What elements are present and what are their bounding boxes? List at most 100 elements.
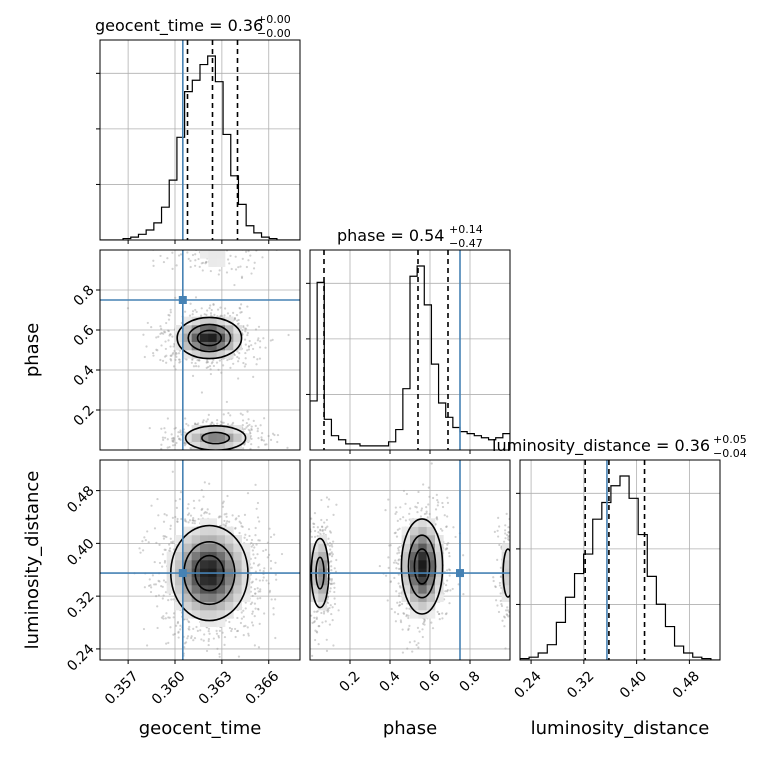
sample-point [315,616,318,619]
density-cell [216,535,226,544]
sample-point [239,311,242,314]
sample-point [507,539,510,542]
density-cell [191,341,201,351]
sample-point [316,535,319,538]
sample-point [165,514,168,517]
sample-point [173,632,176,636]
density-cell [191,535,201,544]
sample-point [266,541,269,544]
sample-point [251,549,254,552]
sample-point [321,621,324,624]
sample-point [313,616,316,619]
sample-point [243,536,246,539]
sample-point [445,525,448,528]
sample-point [245,538,249,541]
sample-point [241,424,244,427]
ylabel-phase: phase [22,323,43,377]
sample-point [514,549,516,551]
density-cell [225,333,234,342]
sample-point [152,259,155,262]
sample-point [389,580,392,583]
sample-point [313,512,317,515]
sample-point [203,512,206,515]
sample-point [203,633,206,636]
sample-point [425,506,428,509]
sample-point [185,442,188,445]
sample-point [198,265,201,268]
sample-point [273,533,276,536]
sample-point [421,628,424,631]
sample-point [173,342,176,346]
sample-point [269,567,273,570]
sample-point [223,314,226,317]
sample-point [397,573,400,576]
sample-point [448,551,451,555]
sample-point [333,590,336,594]
sample-point [404,519,408,522]
sample-point [255,578,258,581]
sample-point [165,361,168,364]
panel-frame [519,459,721,661]
sample-point [499,575,502,579]
sample-point [246,324,249,327]
sample-point [378,564,381,568]
sample-point [393,576,396,580]
sample-point [448,555,451,558]
sample-point [413,640,416,643]
sample-point [498,543,501,547]
sample-point [205,361,208,364]
sample-point [185,422,188,426]
sample-point [155,541,158,544]
sample-point [330,579,333,582]
sample-point [208,482,211,485]
density-cell [401,551,411,561]
sample-point [207,365,210,369]
density-cell [216,601,226,611]
density-cell [426,551,436,561]
hist-panel-geocent_time [96,39,301,244]
sample-point [397,547,400,550]
sample-point [240,617,244,620]
sample-point [256,358,259,361]
sample-point [496,558,499,562]
density-cell [410,610,419,619]
sample-point [207,643,210,647]
sample-point [197,365,200,368]
sample-point [213,313,216,316]
sample-point [246,424,249,428]
sample-point [177,631,180,634]
sample-point [216,647,219,650]
sample-point [192,365,196,368]
sample-point [156,349,159,352]
sample-point [287,333,290,337]
sample-point [417,642,420,645]
sample-point [506,606,509,609]
sample-point [253,615,256,618]
sample-point [496,604,499,607]
density-cell [225,325,234,334]
sample-point [138,547,141,550]
title-phase: phase = 0.54 +0.14 −0.47 [337,223,483,250]
sample-point [163,548,166,551]
sample-point [257,608,260,611]
sample-point [226,450,228,452]
sample-point [327,505,330,508]
sample-point [172,440,175,443]
sample-point [256,339,259,342]
sample-point [164,347,167,351]
sample-point [260,438,263,441]
sample-point [241,257,244,260]
density-cell [418,601,427,611]
sample-point [244,330,247,333]
sample-point [499,566,502,569]
sample-point [166,417,169,420]
sample-point [246,333,249,337]
sample-point [249,447,252,450]
density-cell [410,551,419,561]
sample-point [247,528,251,531]
x-tick-label-luminosity_distance: 0.24 [511,668,544,701]
density-image [175,250,251,450]
sample-point [395,590,398,593]
sample-point [189,514,193,517]
sample-point [388,544,391,547]
